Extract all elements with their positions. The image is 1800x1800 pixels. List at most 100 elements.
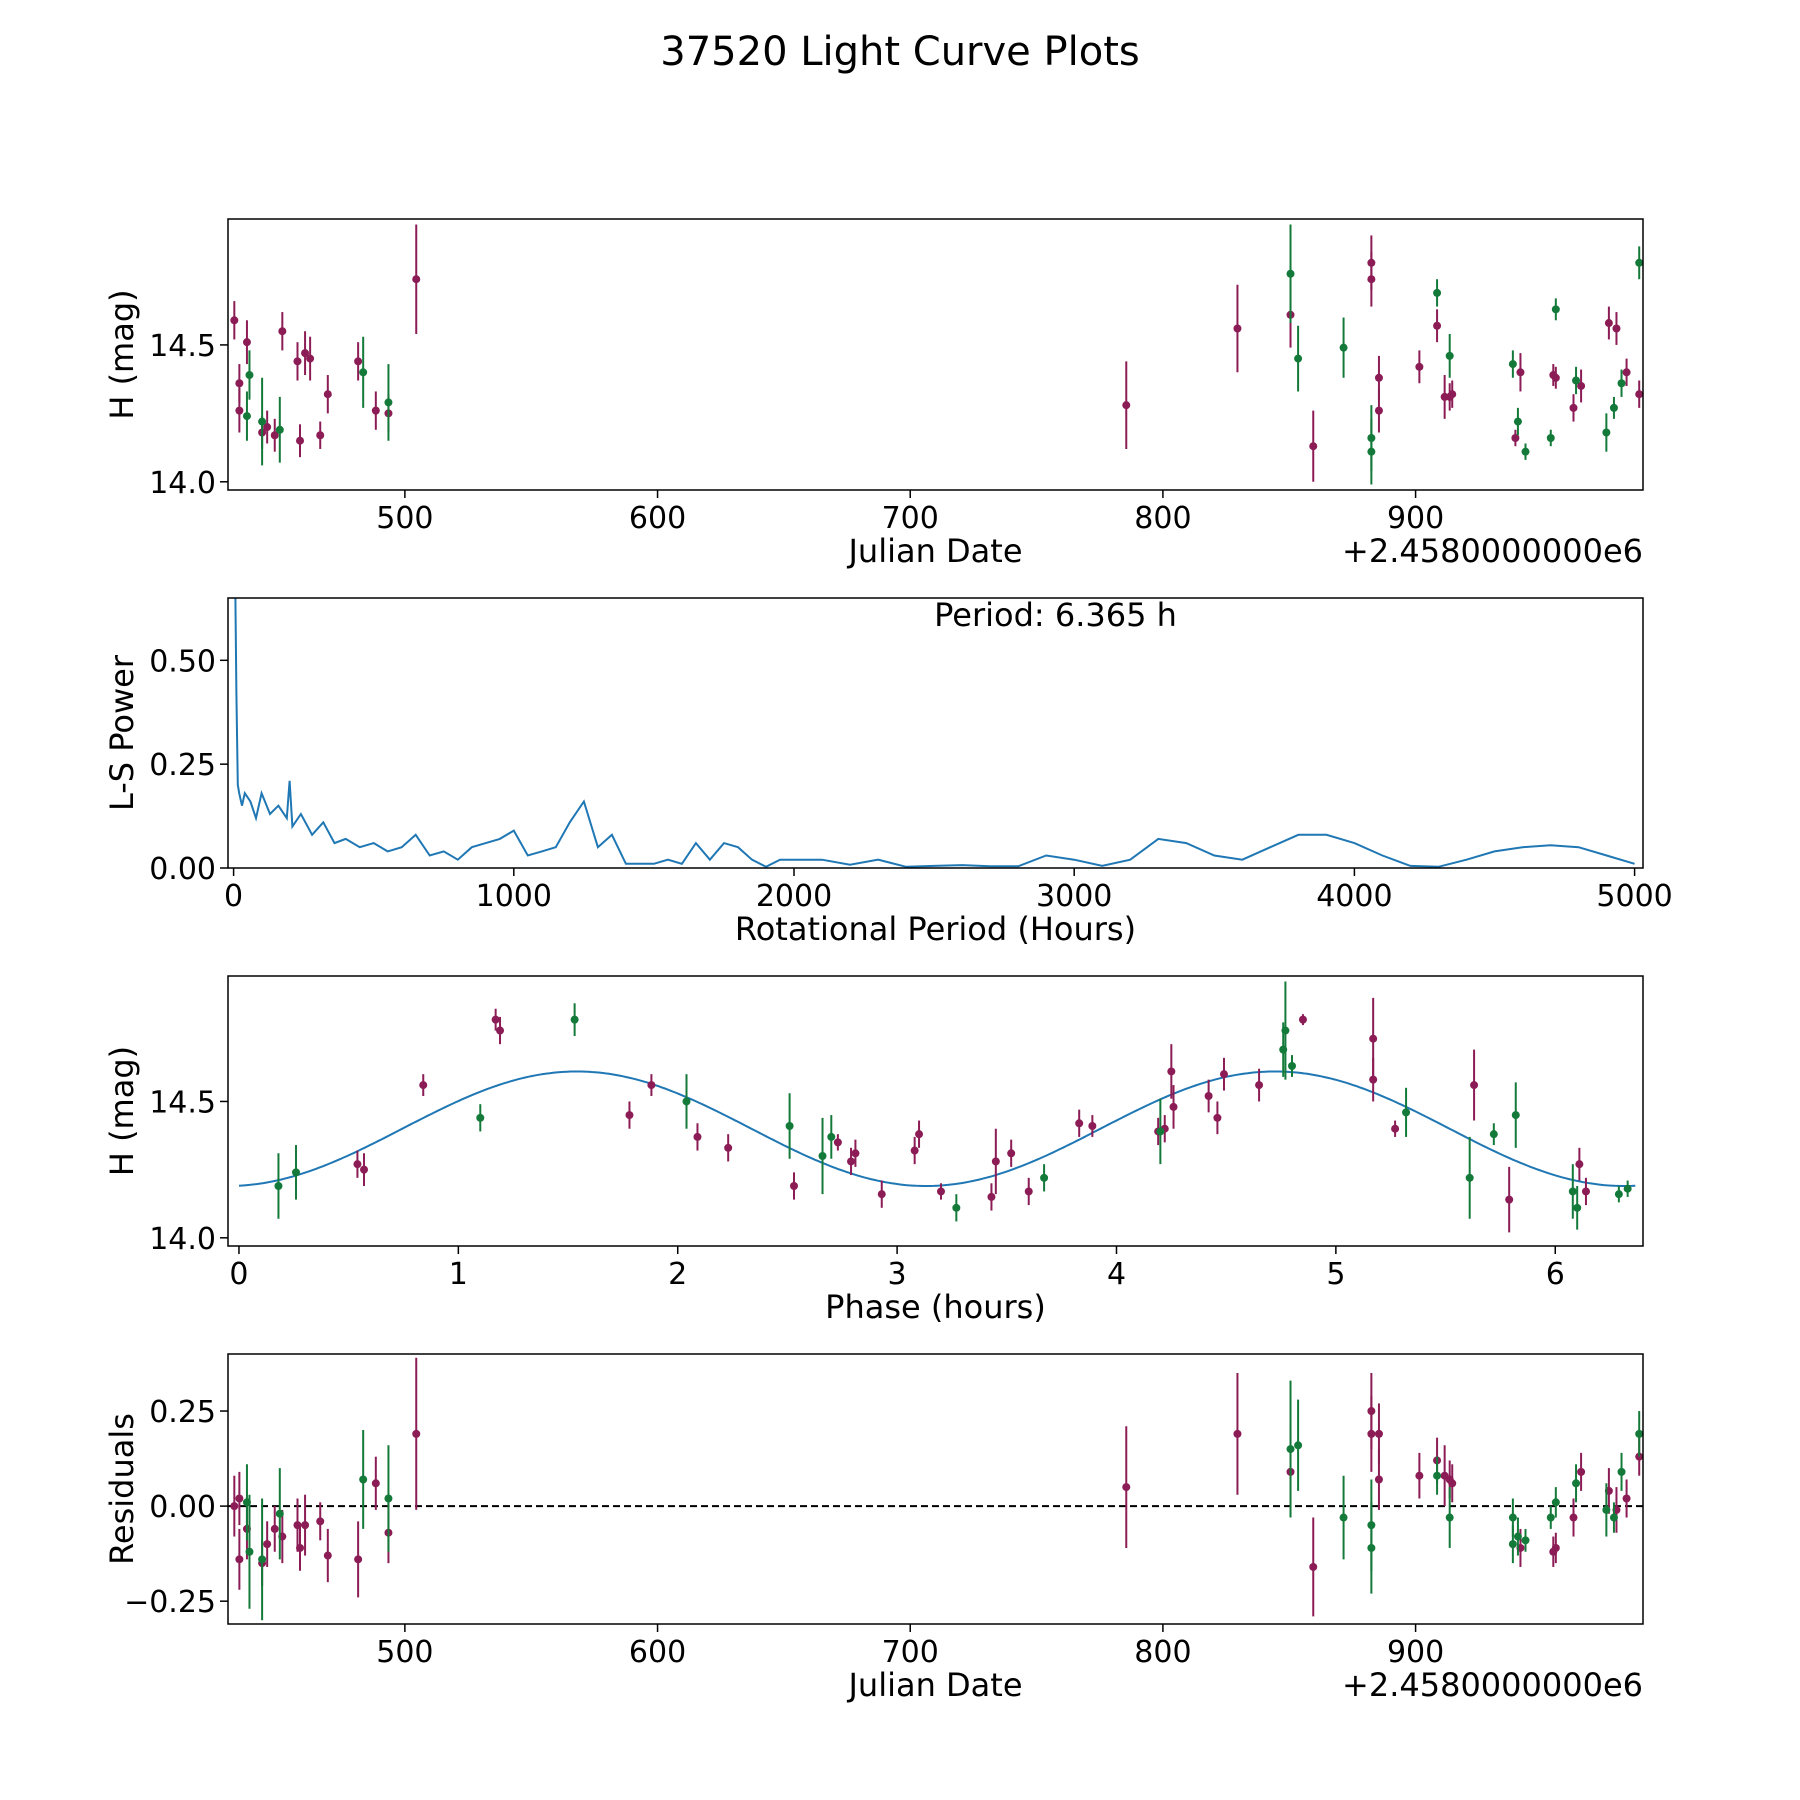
data-point-r [1391,1120,1400,1137]
data-point-g [1513,1517,1522,1556]
phased-y-axis-label: H (mag) [103,1046,141,1176]
x-offset-label: +2.4580000000e6 [1342,532,1643,570]
data-point-r [270,1506,279,1552]
data-point-r [1374,1449,1383,1510]
data-point-r [323,1528,332,1583]
data-marker [1369,1075,1378,1084]
lightcurve-x-axis-label: Julian Date [846,532,1022,570]
data-marker [1309,1562,1318,1571]
data-point-r [1122,1426,1131,1548]
data-point-g [1617,369,1626,397]
data-marker [1572,376,1581,385]
data-marker [1511,1111,1520,1120]
data-point-r [1470,1049,1479,1121]
residuals-y-axis-label: Residuals [103,1413,141,1565]
data-point-r [987,1183,996,1211]
periodogram-x-axis-label: Rotational Period (Hours) [735,910,1136,948]
y-tick-label: 14.0 [149,466,216,501]
data-point-g [292,1145,301,1200]
data-marker [1614,1190,1623,1199]
data-marker [1569,1513,1578,1522]
x-tick-label: 1 [449,1257,468,1292]
data-marker [292,1168,301,1177]
data-point-g [359,336,368,408]
data-marker [235,1555,244,1564]
data-point-g [1521,1528,1530,1552]
x-tick-label: 0 [229,1257,248,1292]
data-point-r [323,375,332,414]
data-point-g [1551,298,1560,321]
data-point-g [952,1194,961,1222]
data-point-g [1433,279,1442,307]
data-point-g [570,1003,579,1036]
data-marker [1233,324,1242,333]
data-marker [270,1524,279,1533]
y-tick-label: 0.00 [149,1490,216,1525]
data-point-r [991,1128,1000,1195]
data-point-r [306,336,315,381]
data-point-r [625,1101,634,1129]
data-marker [1551,373,1560,382]
data-point-g [785,1093,794,1159]
data-marker [1339,1513,1348,1522]
data-marker [1622,368,1631,377]
data-marker [354,1555,363,1564]
data-point-r [1024,1177,1033,1206]
data-marker [1374,373,1383,382]
data-marker [1617,1467,1626,1476]
data-point-g [1445,333,1454,378]
data-point-g [1551,1487,1560,1518]
data-marker [419,1081,428,1090]
data-marker [877,1190,886,1199]
data-point-g [274,1153,283,1219]
x-tick-label: 5 [1326,1257,1345,1292]
data-point-g [476,1104,485,1132]
data-point-g [1573,1186,1582,1230]
y-tick-label: 14.5 [149,1085,216,1120]
data-marker [785,1122,794,1130]
data-marker [1374,1475,1383,1484]
data-marker [1255,1081,1264,1090]
data-marker [1546,1513,1555,1522]
data-point-r [1604,306,1613,340]
data-marker [991,1157,1000,1166]
data-marker [235,1494,244,1503]
data-point-g [1572,366,1581,395]
y-tick-label: 0.25 [149,748,216,783]
data-marker [371,1479,380,1488]
lightcurve-panel: 500 600 700 800 900 14.0 14.5 Julian Date H (mag… [103,218,1644,570]
data-point-r [1551,366,1560,389]
data-marker [1374,1429,1383,1438]
y-tick-label: 0.00 [149,852,216,887]
data-marker [293,357,302,366]
data-point-g [1156,1098,1165,1165]
data-point-r [235,364,244,403]
data-marker [1577,381,1586,390]
data-point-r [353,1150,362,1178]
data-point-r [1169,1085,1178,1129]
data-marker [1287,1062,1296,1070]
data-point-r [1577,1452,1586,1491]
residuals-axes-frame [227,1353,1644,1625]
data-marker [1612,324,1621,333]
data-point-g [1546,429,1555,447]
data-point-g [258,377,267,466]
data-marker [353,1160,362,1169]
data-point-r [371,1456,380,1510]
data-point-g [1402,1087,1411,1137]
residuals-plot-area [228,1357,1643,1621]
data-point-r [242,320,251,365]
data-marker [647,1081,656,1090]
data-marker [1489,1130,1498,1139]
data-marker [1521,447,1530,456]
phased-axes-frame [227,975,1644,1247]
data-marker [827,1132,836,1141]
data-point-g [1513,407,1522,436]
data-point-r [230,301,239,340]
data-marker [296,1543,305,1552]
data-marker [1572,1479,1581,1488]
x-tick-label: 4000 [1316,879,1392,914]
x-tick-label: 800 [1134,1635,1191,1670]
x-tick-label: 3000 [1036,879,1112,914]
data-marker [570,1015,579,1024]
